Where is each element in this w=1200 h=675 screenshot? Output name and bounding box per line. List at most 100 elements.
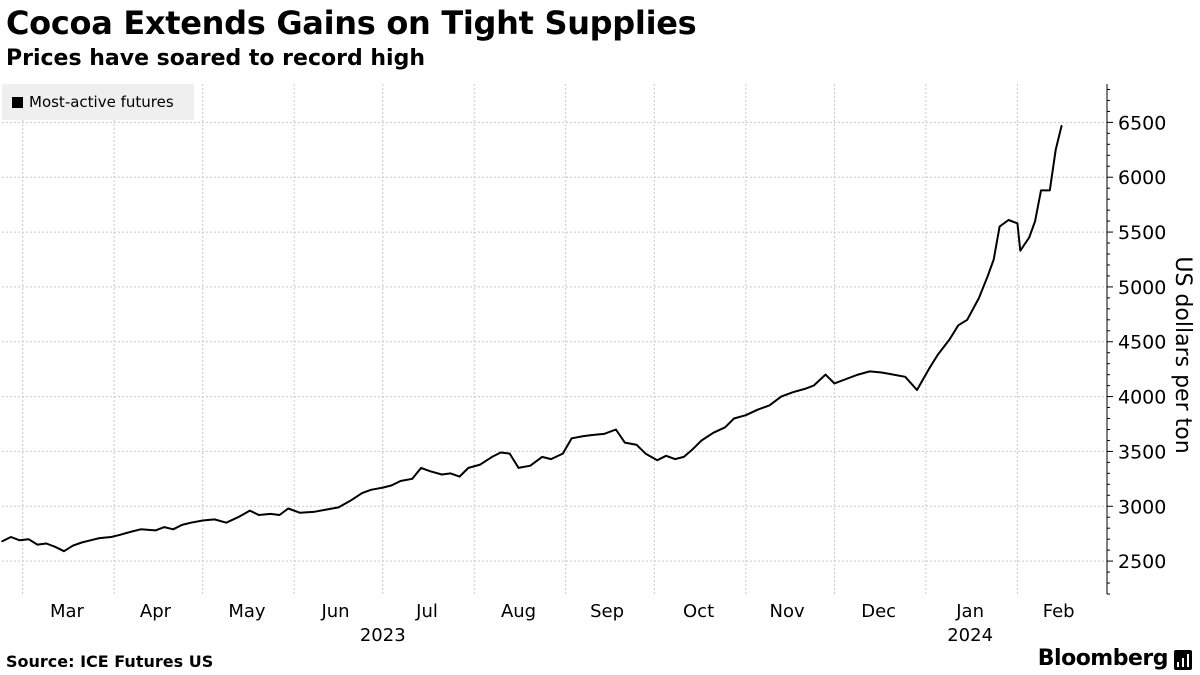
data-point <box>892 373 895 376</box>
x-tick-label: Aug <box>501 601 536 622</box>
data-point <box>213 518 216 521</box>
x-year-label: 2024 <box>947 625 993 646</box>
axes: 2500 3000 3500 4000 4500 5000 5500 6000 6500 Mar A… <box>50 84 1166 646</box>
data-point <box>1060 124 1063 127</box>
data-point <box>249 509 251 512</box>
data-point <box>656 459 659 462</box>
source-note: Source: ICE Futures US <box>6 652 214 671</box>
data-point <box>63 550 65 552</box>
data-point <box>550 458 552 460</box>
legend-label: Most-active futures <box>29 93 174 111</box>
data-point <box>674 458 676 460</box>
data-point <box>190 521 192 524</box>
data-point <box>36 543 39 546</box>
data-point <box>172 528 174 531</box>
y-tick-label: 5500 <box>1118 222 1166 244</box>
x-tick-label: Nov <box>770 601 805 622</box>
data-point <box>603 433 605 435</box>
data-point <box>119 534 121 536</box>
data-point <box>225 521 228 524</box>
data-point <box>570 437 573 440</box>
data-point <box>1 540 3 543</box>
y-tick-label: 2500 <box>1118 551 1166 573</box>
data-point <box>582 435 585 437</box>
data-point <box>904 376 906 378</box>
data-point <box>529 464 532 467</box>
data-point <box>163 526 166 528</box>
x-year-label: 2023 <box>360 625 406 646</box>
data-point <box>624 441 626 444</box>
data-point <box>399 480 402 482</box>
data-point <box>916 389 918 391</box>
data-point <box>998 225 1001 228</box>
data-point <box>349 500 352 502</box>
data-point <box>458 475 461 478</box>
data-point <box>768 404 771 407</box>
data-point <box>615 428 617 431</box>
data-point <box>479 463 482 466</box>
data-point <box>966 319 968 321</box>
data-point <box>869 370 871 373</box>
legend-swatch <box>12 96 23 108</box>
x-tick-label: Jun <box>320 601 349 622</box>
data-point <box>1007 219 1010 221</box>
data-point <box>449 472 452 475</box>
legend: Most-active futures <box>2 84 194 120</box>
data-point <box>812 384 815 387</box>
data-point <box>724 426 726 429</box>
x-tick-label: Jan <box>955 601 984 622</box>
data-point <box>691 448 694 451</box>
data-point <box>131 530 133 533</box>
x-tick-label: May <box>228 601 266 622</box>
x-tick-label: Oct <box>683 601 714 622</box>
data-point <box>792 391 794 394</box>
data-point <box>390 484 393 487</box>
chart-subtitle: Prices have soared to record high <box>6 46 425 71</box>
y-tick-label: 5000 <box>1118 277 1166 299</box>
x-tick-label: Dec <box>861 601 896 622</box>
data-point <box>804 388 806 390</box>
data-point <box>1028 236 1030 239</box>
data-point <box>683 456 685 458</box>
data-point <box>541 456 543 458</box>
data-point <box>824 373 827 376</box>
data-point <box>880 371 883 374</box>
y-tick-label: 4000 <box>1118 387 1166 409</box>
data-point <box>1049 189 1051 192</box>
data-point <box>756 408 759 411</box>
x-tick-label: Jul <box>415 601 438 622</box>
data-point <box>258 514 260 516</box>
data-point <box>45 542 48 545</box>
x-tick-label: Mar <box>50 601 85 622</box>
x-tick-label: Sep <box>590 601 624 622</box>
data-point <box>508 452 511 455</box>
data-point <box>857 373 859 376</box>
y-tick-label: 6000 <box>1118 167 1166 189</box>
data-point <box>845 378 847 380</box>
data-point <box>370 489 372 491</box>
data-point <box>139 528 142 531</box>
chart-title: Cocoa Extends Gains on Tight Supplies <box>6 4 697 42</box>
data-point <box>700 439 703 442</box>
y-tick-label: 3000 <box>1118 496 1166 518</box>
data-point <box>54 546 56 548</box>
y-tick-label: 6500 <box>1118 112 1166 134</box>
data-point <box>382 486 384 489</box>
data-point <box>992 258 995 261</box>
data-point <box>1054 149 1057 151</box>
data-point <box>98 537 101 539</box>
data-point <box>269 513 272 515</box>
data-point <box>936 354 939 356</box>
data-point <box>181 524 183 526</box>
data-point <box>441 473 443 476</box>
data-point <box>517 467 520 469</box>
data-point <box>745 414 747 417</box>
data-point <box>278 514 281 516</box>
data-point <box>72 544 74 547</box>
data-point <box>18 539 21 542</box>
y-tick-label: 3500 <box>1118 441 1166 463</box>
x-tick-label: Apr <box>140 601 172 622</box>
data-point <box>500 451 502 454</box>
data-point <box>1040 189 1042 192</box>
